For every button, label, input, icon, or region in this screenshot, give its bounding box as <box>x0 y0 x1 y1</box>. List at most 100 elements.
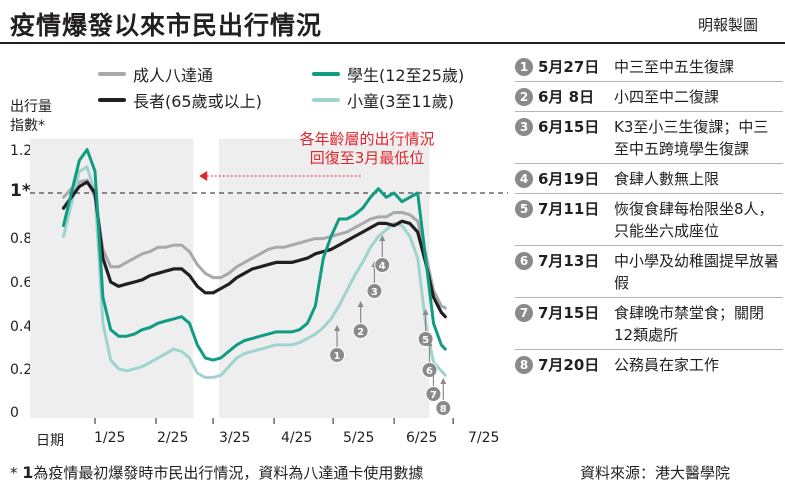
event-number-badge: 5 <box>515 200 533 218</box>
event-number-badge: 6 <box>515 252 533 270</box>
line-chart: 1 2 3 4 5 6 78 <box>30 138 508 424</box>
event-marker <box>329 347 346 363</box>
event-date: 7月11日 <box>538 200 600 218</box>
event-marker-arrowhead <box>426 340 433 346</box>
event-marker-arrowhead <box>422 309 429 315</box>
legend-label-elderly: 長者(65歲或以上) <box>133 92 262 111</box>
event-number-badge: 1 <box>515 58 533 76</box>
event-marker-label: 5 <box>422 335 429 346</box>
event-text: 恢復食肆每枱限坐8人，只能坐六成座位 <box>614 200 774 240</box>
event-text: 小四至中二復課 <box>614 88 720 106</box>
y-tick-label: 1* <box>10 181 31 201</box>
event-text: 食肆人數無上限 <box>614 170 720 188</box>
event-item: 3 6月15日 K3至小三生復課；中三至中五跨境學生復課 <box>515 112 783 164</box>
event-marker-arrowhead <box>379 235 386 241</box>
x-tick-label: 4/25 <box>281 430 313 446</box>
legend-label-adult: 成人八達通 <box>133 66 214 85</box>
source: 資料來源：港大醫學院 <box>580 464 731 482</box>
series-line <box>61 180 447 319</box>
event-marker <box>435 400 452 416</box>
x-tick-label: 7/25 <box>468 430 500 446</box>
event-marker <box>425 386 442 402</box>
event-item: 4 6月19日 食肆人數無上限 <box>515 164 783 194</box>
series-line <box>62 148 447 362</box>
event-item: 1 5月27日 中三至中五生復課 <box>515 52 783 82</box>
chart-title: 疫情爆發以來市民出行情況 <box>10 11 323 40</box>
event-item: 5 7月11日 恢復食肆每枱限坐8人，只能坐六成座位 <box>515 194 783 246</box>
event-marker-label: 8 <box>440 404 447 415</box>
event-item: 2 6月 8日 小四至中二復課 <box>515 82 783 112</box>
series-line <box>62 165 447 379</box>
event-date: 7月20日 <box>538 356 600 374</box>
event-date: 5月27日 <box>538 58 600 76</box>
x-tick-label: 日期 <box>36 433 64 449</box>
series-line <box>62 178 447 310</box>
y-tick-label: 0.8 <box>10 231 33 247</box>
legend-item-child: 小童(3至11歲) <box>312 88 454 112</box>
event-marker <box>374 257 391 273</box>
event-list: 1 5月27日 中三至中五生復課 2 6月 8日 小四至中二復課 3 6月15日 K3至小三生復… <box>515 52 783 379</box>
event-text: 公務員在家工作 <box>614 356 720 374</box>
annotation-line2: 回復至3月最低位 <box>309 149 425 167</box>
event-item: 7 7月15日 食肆晚市禁堂食；關閉12類處所 <box>515 298 783 350</box>
event-text: K3至小三生復課；中三至中五跨境學生復課 <box>614 118 769 158</box>
event-date: 6月19日 <box>538 170 600 188</box>
y-tick-label: 0.2 <box>10 362 33 378</box>
x-tick-label: 5/25 <box>343 430 375 446</box>
event-number-badge: 4 <box>515 170 533 188</box>
event-marker-arrowhead <box>334 325 341 331</box>
footnote-star: * <box>10 464 18 482</box>
event-item: 8 7月20日 公務員在家工作 <box>515 350 783 379</box>
event-marker-arrowhead <box>430 364 437 370</box>
event-marker-label: 4 <box>379 261 386 272</box>
event-number-badge: 8 <box>515 356 533 374</box>
event-date: 6月15日 <box>538 118 600 136</box>
legend-swatch-elderly <box>98 98 126 102</box>
x-tick-label: 2/25 <box>157 430 189 446</box>
legend-swatch-adult <box>98 72 126 76</box>
legend-item-adult: 成人八達通 <box>98 62 213 86</box>
x-tick-label: 3/25 <box>219 430 251 446</box>
x-tick-label: 6/25 <box>406 430 438 446</box>
y-tick-label: 0 <box>10 405 19 421</box>
annotation-arrowhead <box>199 171 208 181</box>
event-number-badge: 3 <box>515 118 533 136</box>
y-axis-label-line1: 出行量 <box>10 99 52 115</box>
annotation-line1: 各年齡層的出行情況 <box>299 130 435 148</box>
event-marker <box>352 323 369 339</box>
event-marker-label: 3 <box>371 287 378 298</box>
event-marker <box>366 283 383 299</box>
event-date: 7月13日 <box>538 252 600 270</box>
event-number-badge: 7 <box>515 304 533 322</box>
legend-swatch-student <box>312 72 340 76</box>
event-text: 中小學及幼稚園提早放暑假 <box>614 252 780 292</box>
y-tick-label: 0.4 <box>10 319 33 335</box>
footnote-one: 1 <box>22 463 34 482</box>
event-date: 6月 8日 <box>538 88 595 106</box>
legend-item-student: 學生(12至25歲) <box>312 62 464 86</box>
event-marker-label: 2 <box>357 327 364 338</box>
x-tick-label: 1/25 <box>94 430 126 446</box>
y-axis-label-line2: 指數* <box>10 118 45 134</box>
event-marker-label: 6 <box>426 366 433 377</box>
footnote-text: 為疫情最初爆發時市民出行情況，資料為八達通卡使用數據 <box>33 464 424 482</box>
title-rule <box>0 42 785 44</box>
legend-label-student: 學生(12至25歲) <box>347 66 465 85</box>
legend-item-elderly: 長者(65歲或以上) <box>98 88 262 112</box>
annotation: 各年齡層的出行情況 回復至3月最低位 <box>262 130 472 168</box>
event-text: 中三至中五生復課 <box>614 58 735 76</box>
legend-swatch-child <box>312 98 340 102</box>
y-tick-label: 1.2 <box>10 143 33 159</box>
event-marker-label: 1 <box>334 351 341 362</box>
event-date: 7月15日 <box>538 304 600 322</box>
event-marker-arrowhead <box>357 301 364 307</box>
event-item: 6 7月13日 中小學及幼稚園提早放暑假 <box>515 246 783 298</box>
credit: 明報製圖 <box>698 16 759 34</box>
y-axis-label: 出行量指數* <box>10 98 52 136</box>
event-marker-label: 7 <box>430 390 437 401</box>
event-text: 食肆晚市禁堂食；關閉12類處所 <box>614 304 765 344</box>
event-number-badge: 2 <box>515 88 533 106</box>
footnote: * 1為疫情最初爆發時市民出行情況，資料為八達通卡使用數據 <box>10 462 423 483</box>
legend-label-child: 小童(3至11歲) <box>347 92 455 111</box>
y-tick-label: 0.6 <box>10 275 33 291</box>
